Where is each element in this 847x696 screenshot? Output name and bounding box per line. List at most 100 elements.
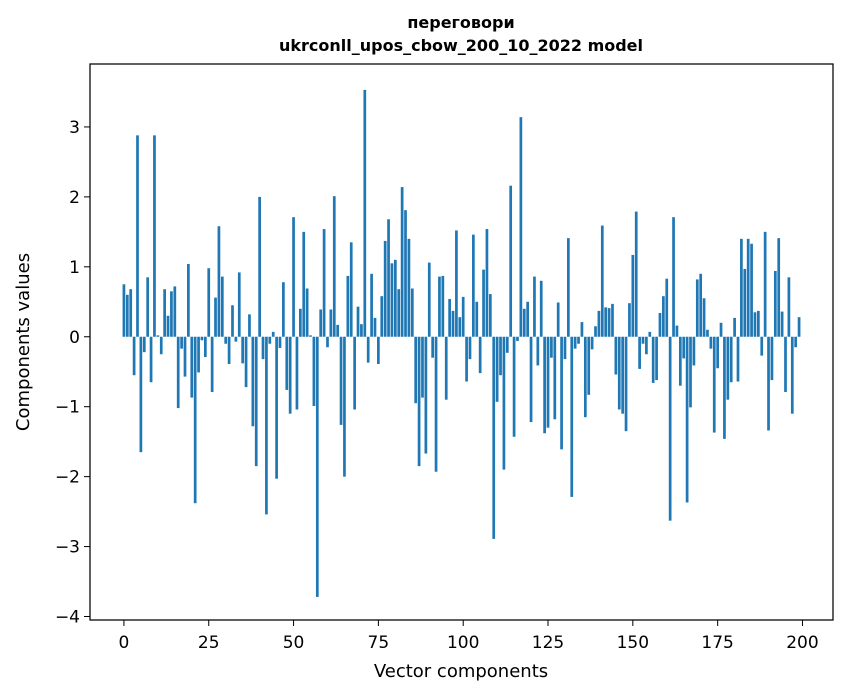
bar-116 (516, 336, 519, 341)
bar-151 (634, 211, 638, 337)
bar-44 (271, 331, 275, 337)
bar-198 (794, 336, 798, 348)
bar-96 (448, 298, 451, 337)
y-tick-label: 0 (69, 328, 80, 348)
x-tick-label: 50 (283, 633, 305, 653)
bar-189 (763, 231, 767, 337)
bar-179 (729, 336, 733, 383)
bar-7 (146, 277, 150, 337)
bar-161 (668, 336, 672, 521)
x-tick-label: 75 (368, 633, 390, 653)
bar-153 (641, 336, 645, 344)
bar-144 (611, 303, 614, 337)
bar-149 (628, 303, 631, 337)
bar-188 (760, 336, 764, 356)
bar-187 (757, 310, 760, 337)
bar-26 (210, 336, 214, 392)
bar-162 (672, 217, 675, 337)
bar-104 (475, 301, 479, 337)
plot-frame (89, 63, 834, 621)
bar-120 (529, 336, 533, 423)
bar-40 (258, 196, 261, 337)
bar-168 (692, 336, 696, 366)
bar-107 (485, 229, 489, 337)
bar-13 (166, 315, 170, 337)
bar-143 (607, 308, 611, 337)
bar-193 (777, 238, 781, 337)
bar-2 (129, 289, 133, 337)
x-axis-ticks: 0 25 50 75 100 125 150 175 200 (119, 620, 819, 653)
bar-47 (282, 282, 285, 337)
bar-127 (553, 336, 557, 420)
bar-23 (200, 336, 204, 341)
bar-191 (770, 336, 774, 381)
bar-169 (695, 279, 699, 337)
bar-91 (431, 336, 435, 358)
y-tick-label: 1 (69, 258, 80, 278)
bar-105 (478, 336, 482, 374)
bar-1 (125, 294, 129, 337)
bar-159 (662, 296, 665, 337)
bar-8 (149, 336, 153, 383)
bar-192 (773, 271, 777, 337)
bar-178 (726, 336, 730, 400)
bar-12 (163, 289, 166, 337)
bar-79 (390, 263, 394, 337)
bar-78 (387, 219, 390, 337)
bar-60 (326, 336, 329, 348)
bar-160 (665, 278, 669, 337)
bar-115 (512, 336, 516, 437)
bar-76 (380, 296, 384, 337)
bar-158 (658, 312, 662, 337)
bar-103 (472, 234, 475, 337)
bar-124 (543, 336, 546, 434)
bar-119 (526, 301, 530, 337)
bar-190 (767, 336, 770, 431)
bar-117 (519, 117, 523, 337)
bar-163 (675, 325, 679, 337)
bar-131 (567, 238, 570, 337)
bar-66 (346, 275, 350, 337)
bar-90 (427, 262, 431, 337)
bar-170 (699, 273, 703, 337)
bar-84 (407, 238, 411, 337)
bar-4 (136, 135, 139, 337)
bar-27 (214, 297, 217, 337)
bar-34 (237, 272, 241, 337)
bar-135 (580, 322, 584, 337)
bar-154 (645, 336, 648, 355)
bar-59 (322, 229, 326, 337)
bar-99 (458, 317, 462, 337)
bar-95 (444, 336, 448, 400)
bar-36 (244, 336, 248, 388)
x-tick-label: 200 (786, 633, 818, 653)
bar-74 (373, 317, 377, 337)
bar-89 (424, 336, 428, 454)
bar-55 (309, 335, 312, 337)
bar-164 (678, 336, 682, 386)
x-tick-label: 0 (119, 633, 130, 653)
bar-52 (298, 308, 302, 337)
bar-38 (251, 336, 255, 427)
bar-70 (360, 324, 363, 337)
bar-29 (220, 276, 224, 337)
bar-57 (315, 336, 319, 597)
bar-41 (261, 336, 265, 360)
bar-92 (434, 336, 438, 472)
bar-155 (648, 331, 652, 337)
bar-31 (227, 336, 231, 365)
bar-141 (600, 225, 604, 337)
bar-132 (570, 336, 574, 497)
bar-181 (736, 336, 740, 382)
bar-133 (573, 336, 577, 349)
bar-50 (292, 217, 295, 337)
bar-43 (268, 336, 272, 344)
bar-81 (397, 289, 401, 337)
y-tick-label: 2 (69, 188, 80, 208)
bar-122 (536, 336, 540, 366)
bar-199 (797, 317, 801, 337)
bar-118 (522, 308, 526, 337)
y-tick-label: 3 (69, 118, 80, 138)
bar-14 (170, 291, 173, 337)
bar-123 (539, 280, 543, 337)
